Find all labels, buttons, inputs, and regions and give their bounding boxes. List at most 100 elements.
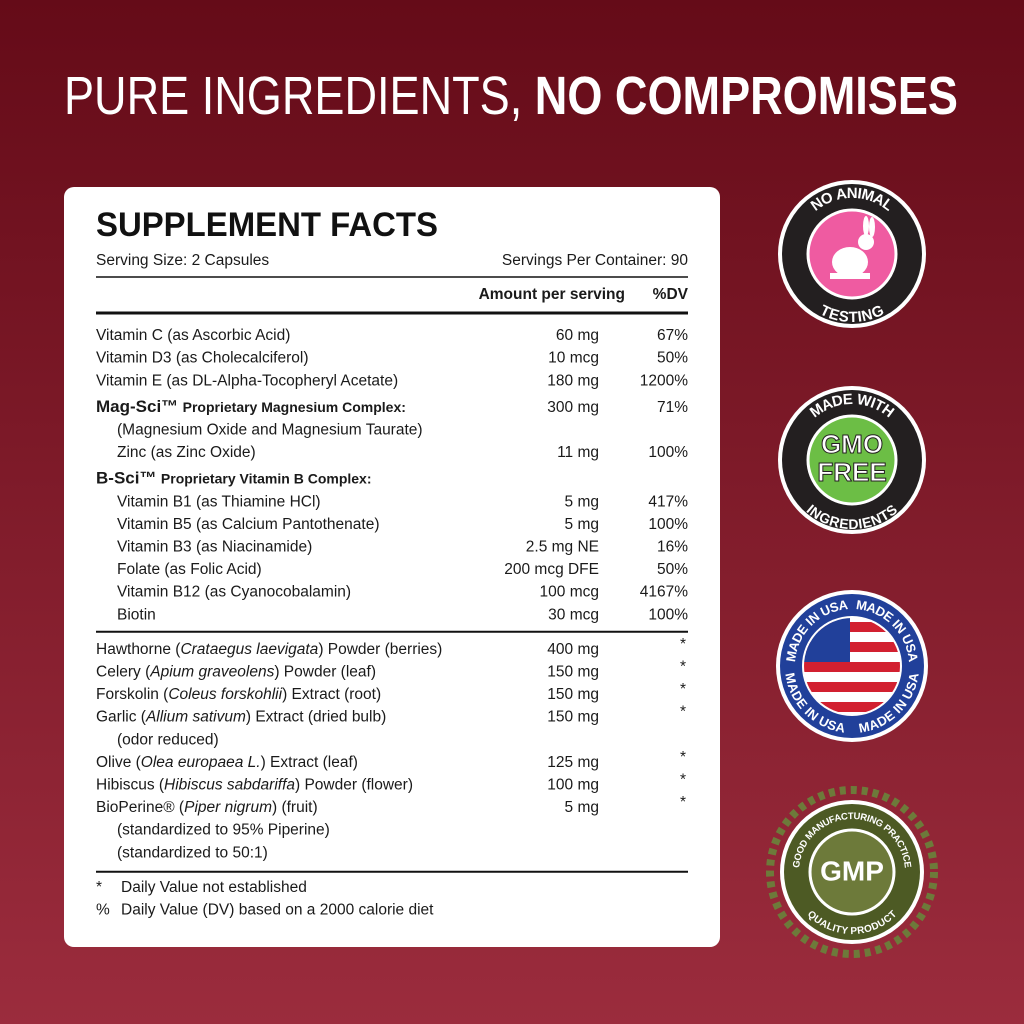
daily-value: 100% (648, 444, 688, 461)
dv-header: %DV (653, 286, 689, 303)
daily-value: * (680, 704, 686, 721)
daily-value: * (680, 658, 686, 675)
nutrient-name: Vitamin D3 (as Cholecalciferol) (96, 350, 309, 367)
footnote-text: Daily Value not established (121, 879, 307, 896)
name-part: Celery ( (96, 663, 151, 680)
nutrient-name: Vitamin E (as DL-Alpha-Tocopheryl Acetat… (96, 372, 398, 389)
name-part: Hibiscus sabdariffa (164, 776, 295, 793)
daily-value: * (680, 794, 686, 811)
daily-value: 50% (657, 561, 688, 578)
botanical-name: Hibiscus (Hibiscus sabdariffa) Powder (f… (96, 776, 413, 793)
badge-usa: MADE IN USA MADE IN USA MADE IN USA MADE… (776, 590, 928, 742)
badge-gmo: GMO FREE MADE WITH INGREDIENTS (778, 386, 926, 534)
nutrient-name: Vitamin B5 (as Calcium Pantothenate) (117, 516, 380, 533)
nutrient-name: Vitamin B1 (as Thiamine HCl) (117, 493, 321, 510)
amount: 100 mcg (540, 584, 599, 601)
daily-value: 100% (648, 606, 688, 623)
headline-light: PURE INGREDIENTS, (64, 66, 522, 126)
servings-per-container: Servings Per Container: 90 (502, 252, 688, 269)
name-part: ) Extract (leaf) (261, 754, 358, 771)
daily-value: * (680, 636, 686, 653)
daily-value: 100% (648, 516, 688, 533)
group-name: Proprietary Magnesium Complex: (183, 399, 406, 415)
nutrient-name: (Magnesium Oxide and Magnesium Taurate) (117, 421, 423, 438)
name-part: ) Extract (root) (282, 686, 381, 703)
group-name: Proprietary Vitamin B Complex: (161, 470, 372, 486)
name-part: ) Powder (flower) (295, 776, 413, 793)
group-header: B-Sci™ Proprietary Vitamin B Complex: (96, 469, 372, 488)
name-part: Hawthorne ( (96, 641, 181, 658)
name-part: Crataegus laevigata (180, 641, 318, 658)
amount: 2.5 mg NE (526, 538, 599, 555)
name-part: BioPerine® ( (96, 799, 185, 816)
amount: 300 mg (547, 399, 599, 416)
footnote-text: Daily Value (DV) based on a 2000 calorie… (121, 901, 434, 918)
facts-card (64, 187, 720, 947)
amount: 30 mcg (548, 606, 599, 623)
nutrient-name: Vitamin B12 (as Cyanocobalamin) (117, 584, 351, 601)
daily-value: 417% (648, 493, 688, 510)
daily-value: 50% (657, 350, 688, 367)
amount: 60 mg (556, 327, 599, 344)
nutrient-name: Zinc (as Zinc Oxide) (117, 444, 256, 461)
amount: 100 mg (547, 776, 599, 793)
amount: 150 mg (547, 709, 599, 726)
amount: 200 mcg DFE (504, 561, 599, 578)
amount: 5 mg (565, 799, 599, 816)
botanical-name: Hawthorne (Crataegus laevigata) Powder (… (96, 641, 442, 658)
name-part: Allium sativum (145, 709, 246, 726)
name-part: Piper nigrum (184, 799, 272, 816)
botanical-name: Forskolin (Coleus forskohlii) Extract (r… (96, 686, 381, 703)
amount: 5 mg (565, 516, 599, 533)
name-part: ) Powder (leaf) (274, 663, 376, 680)
note: (standardized to 95% Piperine) (117, 822, 330, 839)
daily-value: 1200% (640, 372, 688, 389)
name-part: ) (fruit) (272, 799, 318, 816)
footnote-symbol: % (96, 901, 110, 918)
daily-value: 16% (657, 538, 688, 555)
daily-value: 67% (657, 327, 688, 344)
botanical-name: Olive (Olea europaea L.) Extract (leaf) (96, 754, 358, 771)
amount: 150 mg (547, 686, 599, 703)
amount: 10 mcg (548, 350, 599, 367)
amount: 400 mg (547, 641, 599, 658)
daily-value: * (680, 749, 686, 766)
name-part: Hibiscus ( (96, 776, 165, 793)
badge-text: GMO (821, 429, 883, 459)
name-part: Forskolin ( (96, 686, 169, 703)
amount-header: Amount per serving (479, 286, 625, 303)
facts-table: Vitamin C (as Ascorbic Acid) 60 mg 67% Vita… (96, 327, 688, 918)
brand: Mag-Sci™ (96, 397, 178, 416)
name-part: Olea europaea L. (141, 754, 261, 771)
name-part: ) Extract (dried bulb) (246, 709, 386, 726)
botanical-name: Garlic (Allium sativum) Extract (dried b… (96, 709, 386, 726)
note: (standardized to 50:1) (117, 844, 268, 861)
nutrient-name: Vitamin C (as Ascorbic Acid) (96, 327, 290, 344)
badge-text: FREE (817, 457, 886, 487)
badge-animal: NO ANIMAL TESTING (778, 180, 926, 328)
badge-text: GMP (820, 855, 884, 886)
nutrient-name: Biotin (117, 606, 156, 623)
name-part: Apium graveolens (149, 663, 274, 680)
note: (odor reduced) (117, 731, 219, 748)
amount: 125 mg (547, 754, 599, 771)
footnote-symbol: * (96, 879, 102, 896)
daily-value: * (680, 681, 686, 698)
botanical-name: BioPerine® (Piper nigrum) (fruit) (96, 799, 318, 816)
group-header: Mag-Sci™ Proprietary Magnesium Complex: (96, 397, 406, 416)
badge-gmp: GMP GOOD MANUFACTURING PRACTICE QUALITY … (766, 786, 938, 958)
headline: PURE INGREDIENTS, NO COMPROMISES (64, 66, 958, 126)
name-part: Garlic ( (96, 709, 147, 726)
name-part: Olive ( (96, 754, 142, 771)
amount: 180 mg (547, 372, 599, 389)
daily-value: 71% (657, 399, 688, 416)
daily-value: * (680, 771, 686, 788)
name-part: ) Powder (berries) (318, 641, 442, 658)
nutrient-name: Folate (as Folic Acid) (117, 561, 262, 578)
amount: 5 mg (565, 493, 599, 510)
daily-value: 4167% (640, 584, 688, 601)
headline-bold: NO COMPROMISES (535, 66, 958, 126)
name-part: Coleus forskohlii (168, 686, 282, 703)
